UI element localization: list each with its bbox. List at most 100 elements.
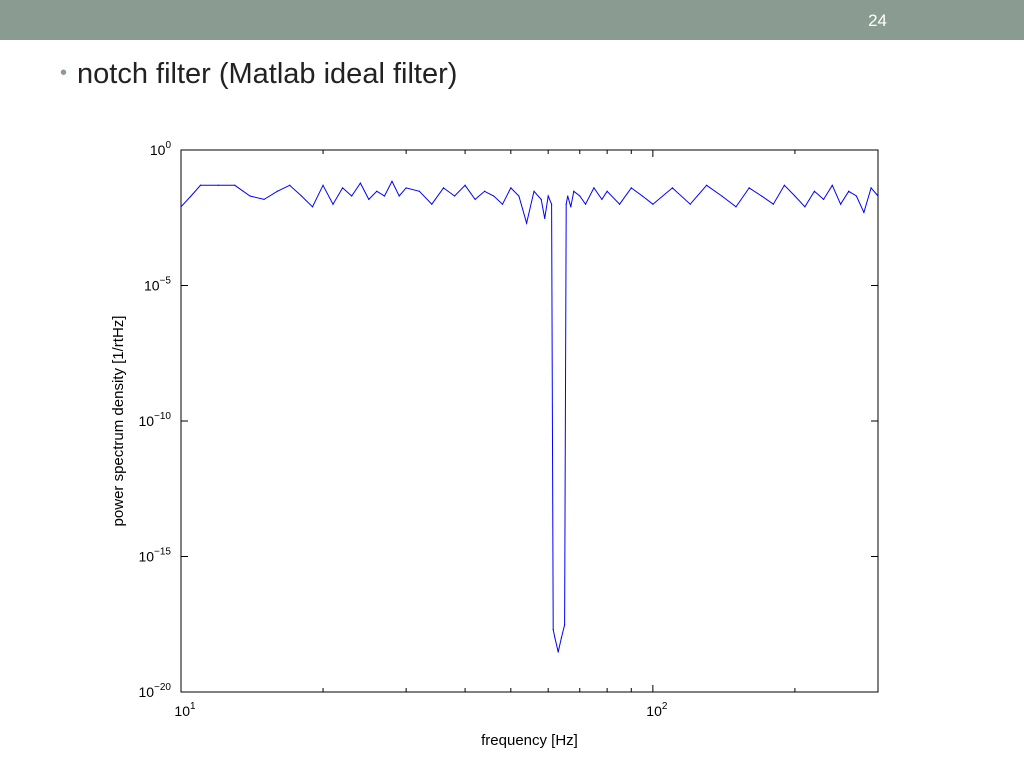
data-point xyxy=(484,190,486,192)
data-point xyxy=(761,195,763,197)
data-point xyxy=(263,198,265,201)
data-point xyxy=(813,190,816,192)
data-point xyxy=(199,184,202,186)
data-point xyxy=(249,195,251,197)
data-point xyxy=(552,629,554,631)
series-line xyxy=(180,180,879,653)
data-point xyxy=(689,203,691,205)
y-tick-label: 10−5 xyxy=(144,276,171,294)
data-point xyxy=(501,203,504,205)
data-point xyxy=(560,637,563,639)
data-point xyxy=(453,195,456,197)
data-point xyxy=(311,206,314,208)
data-point xyxy=(547,195,549,197)
data-point xyxy=(540,198,542,201)
y-tick-label: 10−15 xyxy=(138,547,171,565)
y-tick-label-base: 10 xyxy=(138,549,154,565)
data-point xyxy=(391,180,393,182)
data-point xyxy=(579,195,581,197)
data-point xyxy=(721,195,723,197)
data-point xyxy=(464,184,466,186)
data-point xyxy=(652,203,654,205)
data-point xyxy=(618,203,621,205)
data-point xyxy=(322,184,324,186)
data-point xyxy=(359,182,362,184)
data-point xyxy=(418,190,420,192)
data-point xyxy=(863,211,865,213)
data-point xyxy=(848,190,850,192)
x-axis-label: frequency [Hz] xyxy=(481,732,578,749)
data-point xyxy=(442,187,445,189)
data-point xyxy=(544,217,546,219)
y-tick-label: 10−10 xyxy=(138,411,171,429)
bullet-item: • notch filter (Matlab ideal filter) xyxy=(60,58,457,91)
data-point xyxy=(405,187,407,189)
data-point xyxy=(570,206,572,208)
data-point xyxy=(794,195,796,197)
x-tick-label: 101 xyxy=(174,701,196,719)
data-point xyxy=(641,195,643,197)
data-point xyxy=(493,195,495,197)
data-point xyxy=(332,203,334,205)
y-tick-label-exponent: −5 xyxy=(160,276,172,287)
data-point xyxy=(557,651,559,653)
data-point xyxy=(565,203,567,205)
data-point xyxy=(706,184,708,186)
y-tick-label-base: 10 xyxy=(138,684,154,700)
data-point xyxy=(573,190,575,192)
data-point xyxy=(735,206,737,208)
y-tick-label-base: 10 xyxy=(138,413,154,429)
data-point xyxy=(474,198,476,201)
slide-header-bar xyxy=(0,0,1024,40)
data-point xyxy=(601,198,603,201)
data-point xyxy=(300,195,303,197)
data-point xyxy=(606,190,608,192)
data-point xyxy=(510,187,512,189)
x-tick-label-exponent: 1 xyxy=(190,701,196,712)
x-tick-label-base: 10 xyxy=(174,703,190,719)
y-tick-label-exponent: 0 xyxy=(165,140,171,151)
data-point xyxy=(870,187,872,189)
data-point xyxy=(804,206,806,208)
data-point xyxy=(550,203,553,205)
x-tick-label-exponent: 2 xyxy=(662,701,668,712)
data-point xyxy=(563,624,566,626)
y-tick-label: 100 xyxy=(150,140,172,158)
data-point xyxy=(822,198,825,201)
data-point xyxy=(783,184,785,186)
series-points xyxy=(180,180,879,653)
data-point xyxy=(431,203,433,205)
data-point xyxy=(398,195,400,197)
data-point xyxy=(341,187,344,189)
bullet-dot-icon: • xyxy=(60,62,68,84)
data-point xyxy=(383,195,386,197)
y-tick-label-exponent: −15 xyxy=(154,547,171,558)
y-tick-label-exponent: −20 xyxy=(154,682,171,693)
data-point xyxy=(584,203,587,205)
y-tick-label-exponent: −10 xyxy=(154,411,171,422)
data-point xyxy=(593,187,595,189)
data-point xyxy=(525,222,528,224)
data-point xyxy=(289,184,291,186)
data-point xyxy=(533,190,535,192)
data-point xyxy=(630,187,632,189)
y-tick-label-base: 10 xyxy=(150,142,166,158)
data-point xyxy=(376,190,378,192)
data-point xyxy=(368,198,370,201)
plot-area-frame xyxy=(180,149,879,693)
data-point xyxy=(276,190,278,192)
data-point xyxy=(748,187,750,189)
bullet-text: notch filter (Matlab ideal filter) xyxy=(77,58,458,90)
data-point xyxy=(180,206,182,208)
data-point xyxy=(772,203,774,205)
data-point xyxy=(855,195,858,197)
y-tick-label-base: 10 xyxy=(144,278,160,294)
data-point xyxy=(567,195,569,197)
y-axis-label: power spectrum density [1/rtHz] xyxy=(110,316,127,527)
data-point xyxy=(840,203,842,205)
data-point xyxy=(877,195,879,197)
slide-number: 24 xyxy=(868,11,887,30)
data-point xyxy=(351,195,353,197)
